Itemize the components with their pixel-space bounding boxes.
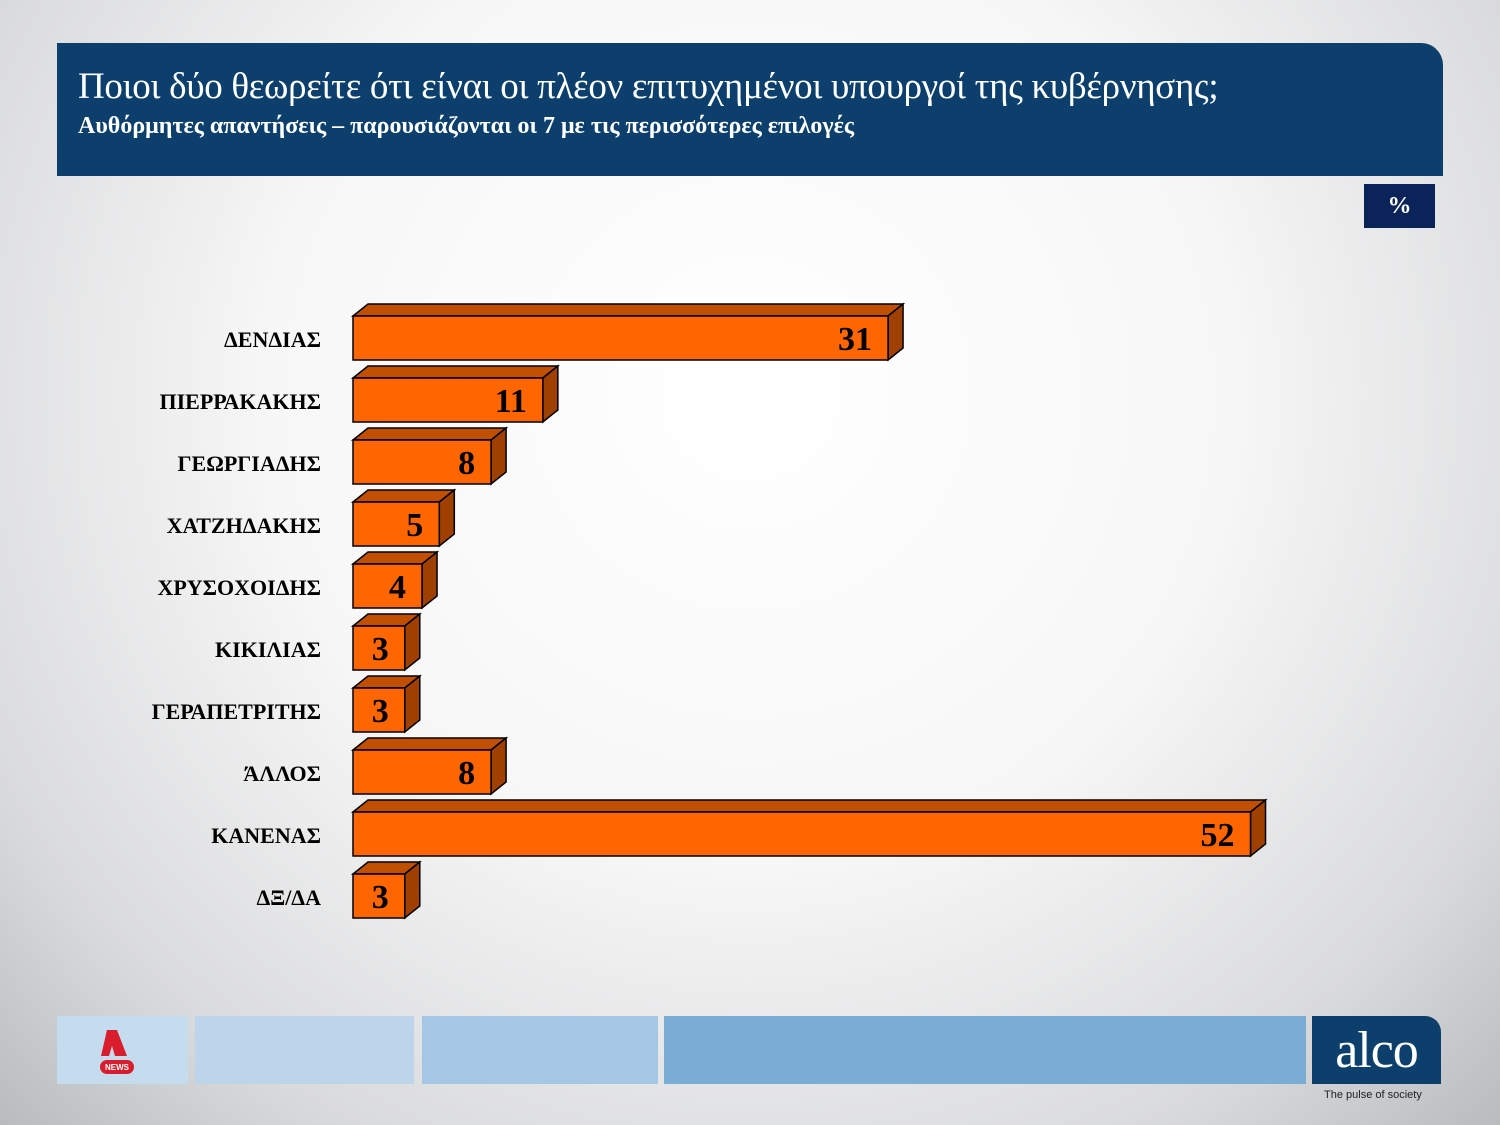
bar-top	[350, 737, 509, 751]
data-label: 31	[838, 321, 872, 358]
bar-top	[350, 489, 457, 503]
category-label: ΔΞ/ΔΑ	[257, 885, 322, 910]
data-label: 11	[495, 383, 527, 420]
bar	[352, 625, 406, 671]
category-label: ΚΑΝΕΝΑΣ	[211, 823, 321, 848]
category-label: ΠΙΕΡΡΑΚΑΚΗΣ	[160, 389, 322, 414]
data-label: 52	[1201, 817, 1235, 854]
data-label: 8	[458, 755, 475, 792]
data-label: 3	[372, 631, 389, 668]
category-label: ΓΕΩΡΓΙΑΔΗΣ	[178, 451, 321, 476]
svg-text:NEWS: NEWS	[105, 1063, 130, 1072]
bar	[352, 377, 544, 423]
category-label: ΓΕΡΑΠΕΤΡΙΤΗΣ	[152, 699, 321, 724]
data-label: 5	[406, 507, 423, 544]
category-label: ΔΕΝΔΙΑΣ	[224, 327, 321, 352]
chart-subtitle: Αυθόρμητες απαντήσεις – παρουσιάζονται ο…	[78, 113, 855, 139]
category-label: ΆΛΛΟΣ	[243, 761, 321, 786]
bar	[352, 315, 889, 361]
category-label: ΧΡΥΣΟΧΟΙΔΗΣ	[157, 575, 321, 600]
bar	[352, 563, 423, 609]
footer-block-1	[195, 1016, 414, 1084]
unit-badge: %	[1364, 184, 1435, 228]
alpha-news-logo-icon: NEWS	[100, 1030, 134, 1074]
bar	[352, 873, 406, 919]
bar-top	[350, 303, 906, 317]
bar-chart: 31 ΔΕΝΔΙΑΣ 11 ΠΙΕΡΡΑΚΑΚΗΣ 8 ΓΕΩΡΓΙΑΔΗΣ 5 ΧΑΤΖΗΔ…	[152, 302, 1268, 920]
bar	[352, 687, 406, 733]
data-label: 3	[372, 879, 389, 916]
bar	[352, 501, 441, 547]
footer-block-2	[422, 1016, 658, 1084]
data-label: 4	[389, 569, 406, 606]
bar-top	[350, 799, 1268, 813]
alpha-news-logo: NEWS	[57, 1016, 188, 1084]
header-banner: Ποιοι δύο θεωρείτε ότι είναι οι πλέον επ…	[57, 43, 1443, 176]
footer-block-3	[664, 1016, 1306, 1084]
bar-top	[350, 427, 509, 441]
data-label: 3	[372, 693, 389, 730]
chart-title: Ποιοι δύο θεωρείτε ότι είναι οι πλέον επ…	[78, 66, 1219, 107]
bar	[352, 811, 1252, 857]
alco-logo: alco	[1312, 1016, 1441, 1084]
data-label: 8	[458, 445, 475, 482]
category-label: ΚΙΚΙΛΙΑΣ	[215, 637, 321, 662]
bar	[352, 439, 492, 485]
bar	[352, 749, 492, 795]
alco-tagline: The pulse of society	[1324, 1089, 1422, 1101]
category-label: ΧΑΤΖΗΔΑΚΗΣ	[167, 513, 321, 538]
bar-top	[350, 365, 560, 379]
